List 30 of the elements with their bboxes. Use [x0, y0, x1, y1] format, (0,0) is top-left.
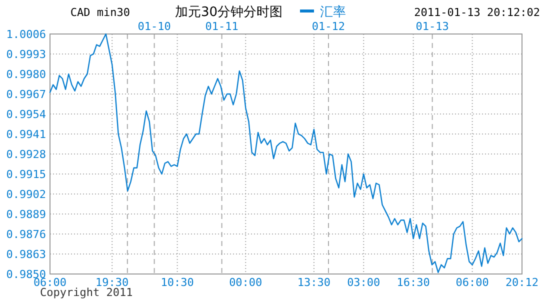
text: 01-12 [312, 20, 346, 33]
line-series [49, 33, 523, 274]
x-tick-label: 03:00 [347, 276, 380, 289]
text: 01-13 [416, 20, 449, 33]
x-tick-label: 10:30 [160, 276, 194, 289]
x-tick-label: 19:30 [96, 276, 129, 289]
y-tick-label: 0.9889 [6, 208, 46, 221]
y-tick-label: 0.9876 [6, 228, 46, 241]
text: 01-11 [205, 20, 238, 33]
y-tick-label: 0.9954 [6, 108, 46, 121]
y-tick-label: 0.9993 [6, 48, 46, 61]
y-tick-label: 0.9915 [6, 168, 46, 181]
y-tick-label: 0.9928 [6, 148, 46, 161]
x-tick-label: 16:30 [396, 276, 430, 289]
text: 01-10 [138, 20, 171, 33]
legend-label: 汇率 [320, 4, 346, 20]
y-tick-label: 0.9863 [6, 248, 46, 261]
y-tick-label: 0.9980 [6, 68, 46, 81]
text: 2011-01-13 20:12:02 [414, 6, 540, 19]
y-tick-label: 0.9967 [6, 88, 46, 101]
x-tick-label: 13:30 [297, 276, 331, 289]
x-tick-label: 06:00 [456, 276, 489, 289]
y-tick-label: 1.0006 [6, 28, 46, 41]
x-tick-label: 00:00 [229, 276, 262, 289]
text: Copyright 2011 [40, 286, 133, 299]
y-tick-label: 0.9941 [6, 128, 46, 141]
x-tick-label: 20:12 [505, 276, 539, 289]
text: CAD min30 [70, 6, 130, 19]
y-tick-label: 0.9902 [6, 188, 46, 201]
chart-title: 加元30分钟分时图 [175, 5, 283, 20]
